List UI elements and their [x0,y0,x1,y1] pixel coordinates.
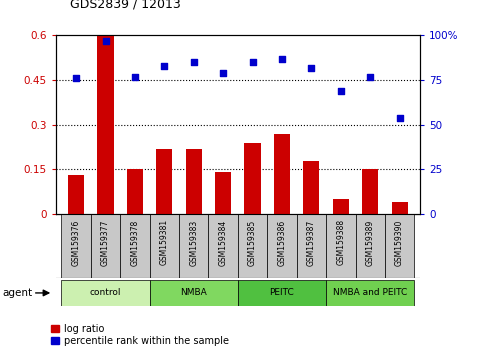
Bar [215,172,231,214]
Bar [297,214,326,278]
Bar [333,199,349,214]
Bar [91,214,120,278]
Bar [61,280,150,306]
Bar [68,176,84,214]
Point [131,74,139,79]
Point [102,38,110,44]
Point [190,59,198,65]
Text: GSM159386: GSM159386 [278,219,286,266]
Text: GSM159388: GSM159388 [336,219,345,266]
Text: GSM159389: GSM159389 [366,219,375,266]
Point [396,115,403,120]
Bar [392,202,408,214]
Bar [274,134,290,214]
Point [366,74,374,79]
Text: GSM159390: GSM159390 [395,219,404,266]
Bar [61,214,91,278]
Bar [355,214,385,278]
Bar [244,143,261,214]
Point [160,63,168,69]
Point [219,70,227,76]
Legend: log ratio, percentile rank within the sample: log ratio, percentile rank within the sa… [51,324,229,346]
Text: NMBA and PEITC: NMBA and PEITC [333,289,407,297]
Bar [185,149,202,214]
Text: GSM159383: GSM159383 [189,219,198,266]
Bar [238,214,267,278]
Point [72,75,80,81]
Text: PEITC: PEITC [270,289,294,297]
Bar [303,161,319,214]
Bar [362,170,378,214]
Text: control: control [90,289,121,297]
Bar [326,214,355,278]
Point [308,65,315,70]
Bar [150,214,179,278]
Bar [150,280,238,306]
Text: GSM159385: GSM159385 [248,219,257,266]
Point [278,56,286,62]
Bar [209,214,238,278]
Point [337,88,345,94]
Bar [179,214,209,278]
Point [249,59,256,65]
Text: GSM159387: GSM159387 [307,219,316,266]
Text: GSM159377: GSM159377 [101,219,110,266]
Bar [127,170,143,214]
Bar [98,35,114,214]
Bar [120,214,150,278]
Bar [267,214,297,278]
Text: agent: agent [2,288,32,298]
Bar [238,280,326,306]
Text: GSM159376: GSM159376 [71,219,81,266]
Bar [156,149,172,214]
Bar [385,214,414,278]
Bar [326,280,414,306]
Text: GSM159384: GSM159384 [219,219,227,266]
Text: NMBA: NMBA [180,289,207,297]
Text: GDS2839 / 12013: GDS2839 / 12013 [70,0,181,11]
Text: GSM159378: GSM159378 [130,219,140,266]
Text: GSM159381: GSM159381 [160,219,169,266]
